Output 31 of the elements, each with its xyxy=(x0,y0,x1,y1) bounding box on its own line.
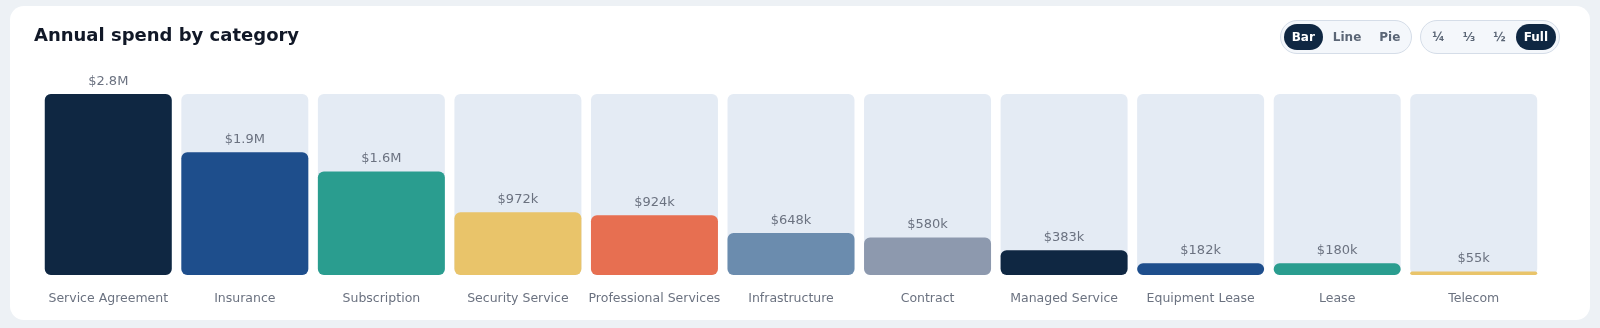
data-label: $580k xyxy=(907,216,949,232)
data-label: $1.6M xyxy=(361,150,402,166)
data-label: $182k xyxy=(1180,242,1222,258)
bar xyxy=(1000,250,1128,275)
data-label: $55k xyxy=(1457,250,1491,266)
x-tick-label: Equipment Lease xyxy=(1146,289,1256,305)
data-label: $180k xyxy=(1316,242,1358,258)
x-tick-label: Subscription xyxy=(342,289,421,305)
data-label: $383k xyxy=(1043,229,1085,245)
toggle-group: ¼ ⅓ ½ Full xyxy=(1420,20,1560,54)
x-tick-label: Infrastructure xyxy=(748,289,835,305)
bar xyxy=(864,237,992,275)
data-label: $2.8M xyxy=(88,72,129,88)
data-label: $924k xyxy=(634,194,676,210)
x-tick-label: Contract xyxy=(900,289,955,305)
x-tick-label: Professional Services xyxy=(588,289,721,305)
x-tick-label: Telecom xyxy=(1447,289,1500,305)
bar xyxy=(1137,263,1265,275)
chart-title: Annual spend by category xyxy=(34,24,300,45)
x-tick-label: Managed Service xyxy=(1010,289,1119,305)
bar xyxy=(727,233,855,275)
data-label: $972k xyxy=(497,191,539,207)
x-tick-label: Service Agreement xyxy=(48,289,169,305)
bar xyxy=(1273,263,1401,275)
data-label: $648k xyxy=(770,211,812,227)
toggle-group: Bar Line Pie xyxy=(1279,20,1413,54)
x-tick-label: Security Service xyxy=(467,289,569,305)
bar xyxy=(1410,271,1538,275)
x-tick-label: Insurance xyxy=(214,289,276,305)
data-label: $1.9M xyxy=(224,131,265,147)
x-tick-label: Lease xyxy=(1319,289,1356,305)
